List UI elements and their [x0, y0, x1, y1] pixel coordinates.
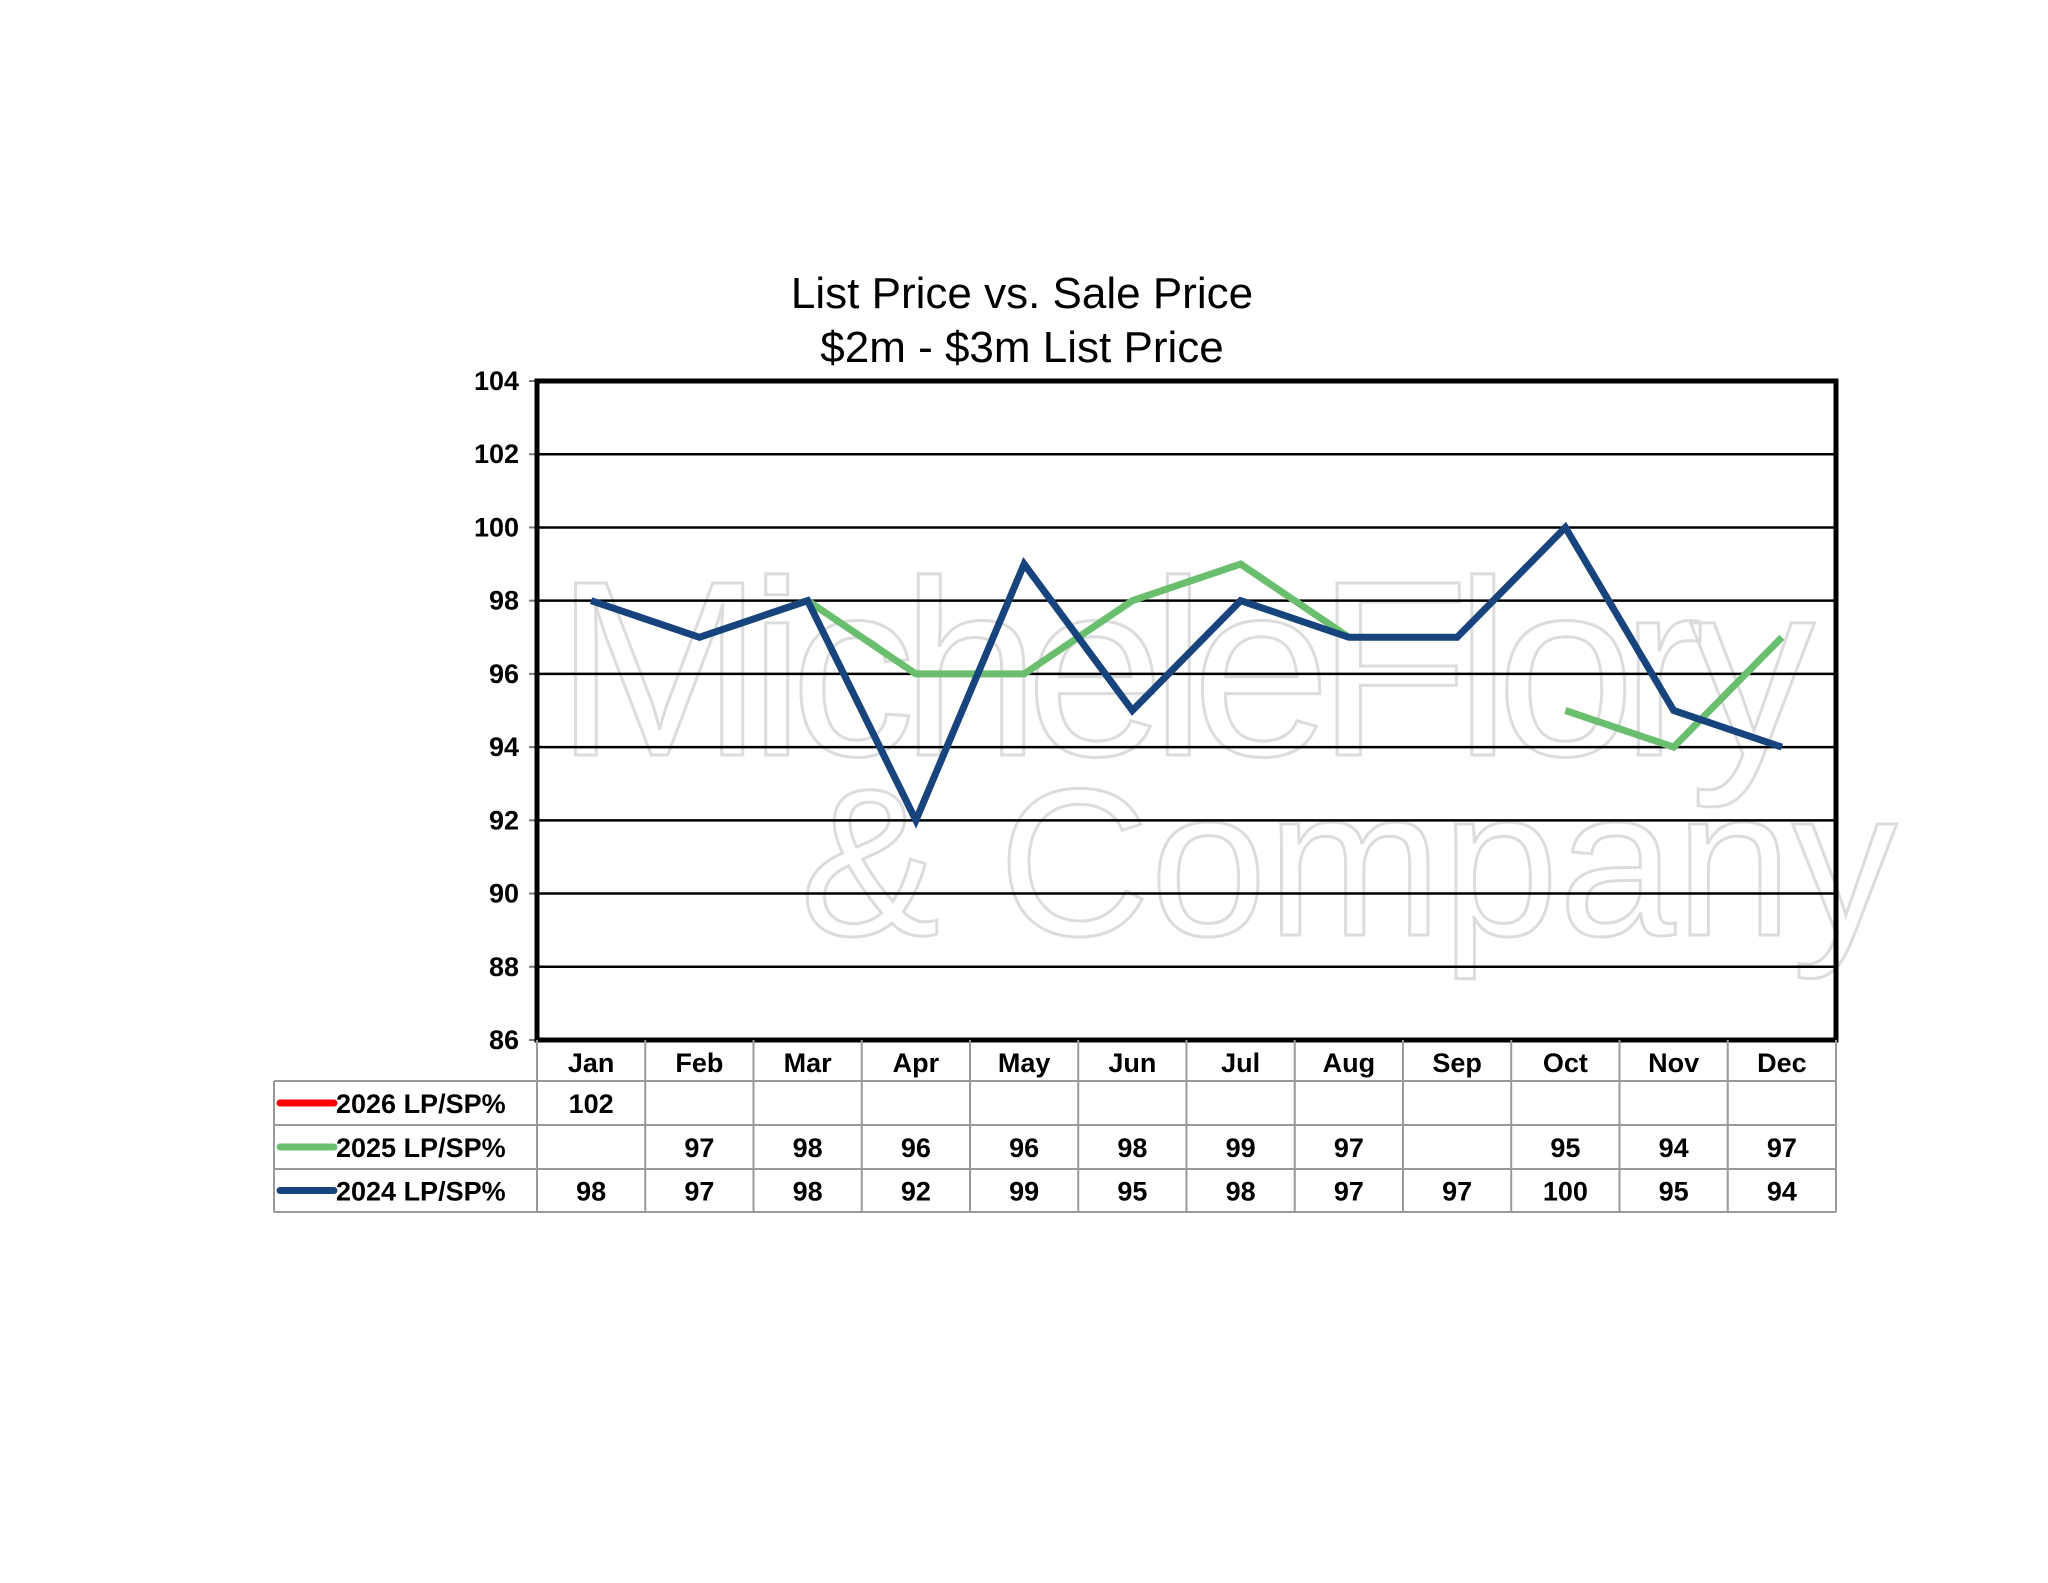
- data-label: 97: [1334, 1133, 1364, 1163]
- x-tick-label: Sep: [1432, 1048, 1482, 1078]
- y-tick-label: 102: [474, 439, 519, 469]
- watermark-text: MicheleFlory: [555, 529, 1815, 808]
- data-label: 98: [1226, 1177, 1256, 1207]
- data-label: 102: [569, 1089, 614, 1119]
- y-tick-label: 104: [474, 366, 519, 396]
- legend-label: 2025 LP/SP%: [336, 1133, 506, 1163]
- data-label: 95: [1659, 1177, 1689, 1207]
- y-tick-label: 90: [489, 879, 519, 909]
- x-tick-label: Mar: [784, 1048, 833, 1078]
- data-label: 94: [1659, 1133, 1689, 1163]
- data-label: 96: [1009, 1133, 1039, 1163]
- data-label: 97: [1334, 1177, 1364, 1207]
- y-tick-label: 94: [489, 732, 519, 762]
- x-tick-label: Jul: [1221, 1048, 1260, 1078]
- data-label: 97: [684, 1133, 714, 1163]
- data-label: 98: [793, 1133, 823, 1163]
- data-label: 97: [684, 1177, 714, 1207]
- x-tick-label: Aug: [1323, 1048, 1375, 1078]
- data-label: 95: [1117, 1177, 1147, 1207]
- x-tick-label: Apr: [893, 1048, 940, 1078]
- x-tick-label: Jan: [568, 1048, 615, 1078]
- y-tick-label: 92: [489, 805, 519, 835]
- y-tick-label: 86: [489, 1025, 519, 1055]
- data-label: 99: [1226, 1133, 1256, 1163]
- x-tick-label: May: [998, 1048, 1051, 1078]
- legend-label: 2024 LP/SP%: [336, 1177, 506, 1207]
- x-tick-label: Jun: [1108, 1048, 1156, 1078]
- x-tick-label: Oct: [1543, 1048, 1588, 1078]
- data-label: 92: [901, 1177, 931, 1207]
- y-tick-label: 100: [474, 512, 519, 542]
- data-label: 94: [1767, 1177, 1797, 1207]
- data-label: 100: [1543, 1177, 1588, 1207]
- data-label: 95: [1550, 1133, 1580, 1163]
- series-line-2024: [590, 521, 1784, 829]
- data-label: 99: [1009, 1177, 1039, 1207]
- data-label: 96: [901, 1133, 931, 1163]
- y-tick-label: 98: [489, 586, 519, 616]
- chart-subtitle: $2m - $3m List Price: [820, 323, 1224, 372]
- chart-title: List Price vs. Sale Price: [790, 269, 1254, 318]
- watermark-text: & Company: [800, 745, 1897, 980]
- data-label: 98: [1117, 1133, 1147, 1163]
- data-label: 98: [576, 1177, 606, 1207]
- data-label: 98: [793, 1177, 823, 1207]
- legend-label: 2026 LP/SP%: [336, 1089, 506, 1119]
- data-label: 97: [1767, 1133, 1797, 1163]
- x-tick-label: Nov: [1648, 1048, 1699, 1078]
- y-tick-label: 96: [489, 659, 519, 689]
- data-label: 97: [1442, 1177, 1472, 1207]
- x-tick-label: Feb: [675, 1048, 723, 1078]
- x-tick-label: Dec: [1757, 1048, 1807, 1078]
- y-tick-label: 88: [489, 952, 519, 982]
